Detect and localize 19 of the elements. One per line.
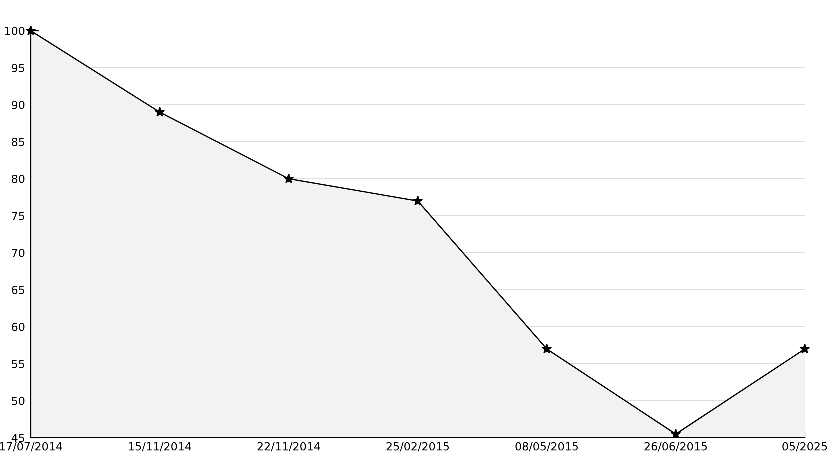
y-tick-label: 90	[12, 100, 25, 110]
y-tick-label: 80	[12, 174, 25, 184]
y-tick-label: 95	[12, 64, 24, 72]
x-tick-label: 22/11/2014	[258, 442, 320, 452]
x-tick-label: 15/11/2014	[129, 442, 192, 452]
x-tick-label: 25/02/2015	[386, 442, 450, 452]
y-tick-label: 100	[5, 26, 25, 36]
x-tick-label: 05/2025	[782, 442, 828, 452]
x-tick-label: 26/06/2015	[644, 442, 708, 452]
y-tick-label: 65	[12, 286, 24, 294]
y-tick-label: 75	[12, 212, 24, 220]
y-tick-label: 85	[12, 138, 24, 146]
y-tick-label: 60	[12, 322, 25, 332]
x-tick-label: 08/05/2015	[516, 442, 578, 452]
y-tick-label: 50	[12, 396, 25, 406]
y-tick-label: 70	[12, 248, 25, 258]
y-tick-label: 55	[12, 360, 24, 368]
x-tick-label: 17/07/2014	[0, 442, 62, 452]
y-tick-label: 45	[12, 434, 24, 442]
